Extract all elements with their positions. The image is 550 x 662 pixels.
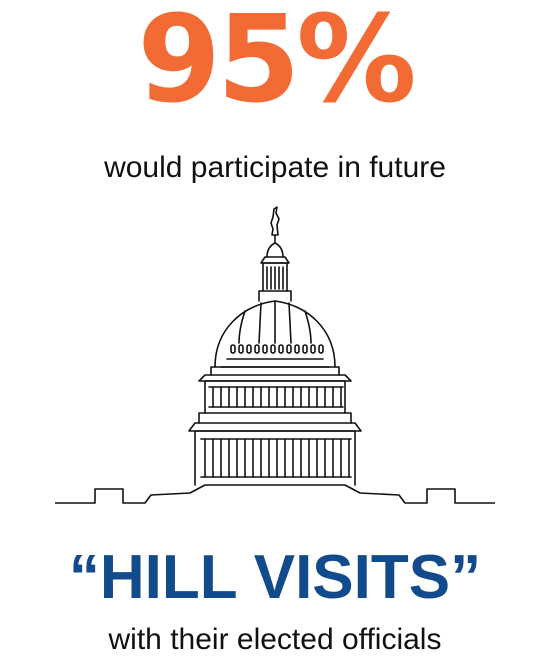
headline-caption: with their elected officials (108, 623, 442, 656)
capitol-building-icon (54, 205, 496, 515)
stat-percentage: 95% (137, 0, 416, 130)
stat-caption: would participate in future (104, 151, 446, 184)
headline-hill-visits: “HILL VISITS” (68, 543, 482, 612)
